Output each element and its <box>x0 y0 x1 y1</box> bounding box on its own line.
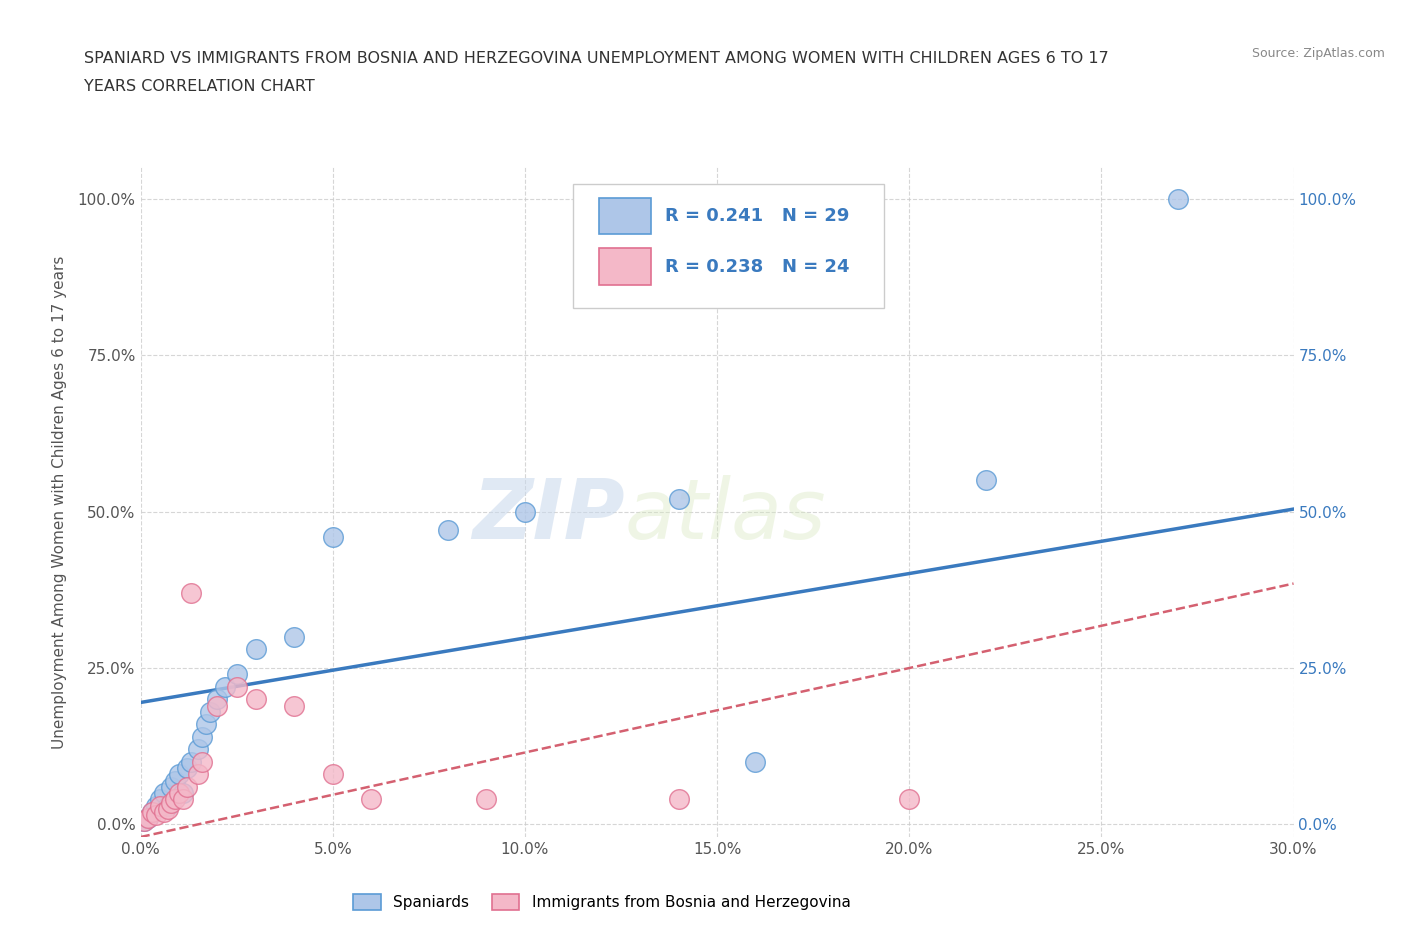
Point <box>668 492 690 507</box>
Point <box>134 814 156 829</box>
Point <box>172 786 194 801</box>
Text: Source: ZipAtlas.com: Source: ZipAtlas.com <box>1251 46 1385 60</box>
Point <box>744 754 766 769</box>
Point <box>191 729 214 744</box>
Point <box>180 586 202 601</box>
Point <box>176 779 198 794</box>
Point <box>152 786 174 801</box>
Legend: Spaniards, Immigrants from Bosnia and Herzegovina: Spaniards, Immigrants from Bosnia and He… <box>347 888 856 916</box>
Point <box>898 792 921 807</box>
Point <box>245 692 267 707</box>
Point <box>165 792 187 807</box>
Point <box>167 786 190 801</box>
Point <box>136 811 159 826</box>
Point <box>136 811 159 826</box>
Point <box>437 523 460 538</box>
Point <box>152 804 174 819</box>
Point <box>245 642 267 657</box>
FancyBboxPatch shape <box>574 184 884 308</box>
Point <box>149 792 172 807</box>
Text: SPANIARD VS IMMIGRANTS FROM BOSNIA AND HERZEGOVINA UNEMPLOYMENT AMONG WOMEN WITH: SPANIARD VS IMMIGRANTS FROM BOSNIA AND H… <box>84 51 1109 66</box>
Point <box>360 792 382 807</box>
Point <box>1167 192 1189 206</box>
Text: YEARS CORRELATION CHART: YEARS CORRELATION CHART <box>84 79 315 94</box>
Point <box>187 767 209 782</box>
Point <box>194 717 217 732</box>
Point <box>145 807 167 822</box>
Text: R = 0.238   N = 24: R = 0.238 N = 24 <box>665 258 849 275</box>
Point <box>167 767 190 782</box>
Point <box>207 692 229 707</box>
Point <box>475 792 498 807</box>
Point <box>145 798 167 813</box>
Point <box>187 742 209 757</box>
Point <box>207 698 229 713</box>
Text: atlas: atlas <box>624 475 827 556</box>
Point <box>176 761 198 776</box>
Point <box>322 529 344 544</box>
Point <box>974 472 997 487</box>
Point <box>172 792 194 807</box>
Point <box>160 795 183 810</box>
Point <box>225 680 247 695</box>
Point <box>283 630 305 644</box>
Point <box>141 804 163 819</box>
FancyBboxPatch shape <box>599 247 651 285</box>
Point <box>149 798 172 813</box>
Y-axis label: Unemployment Among Women with Children Ages 6 to 17 years: Unemployment Among Women with Children A… <box>52 256 66 749</box>
Point <box>156 798 179 813</box>
Text: ZIP: ZIP <box>472 475 624 556</box>
Point <box>191 754 214 769</box>
Point <box>322 767 344 782</box>
Point <box>513 504 536 519</box>
Point <box>283 698 305 713</box>
Point <box>214 680 236 695</box>
Point <box>180 754 202 769</box>
Point <box>141 804 163 819</box>
Point <box>134 814 156 829</box>
FancyBboxPatch shape <box>599 197 651 234</box>
Point <box>156 802 179 817</box>
Point <box>225 667 247 682</box>
Point <box>165 773 187 788</box>
Point <box>668 792 690 807</box>
Text: R = 0.241   N = 29: R = 0.241 N = 29 <box>665 206 849 225</box>
Point <box>160 779 183 794</box>
Point <box>198 704 221 719</box>
